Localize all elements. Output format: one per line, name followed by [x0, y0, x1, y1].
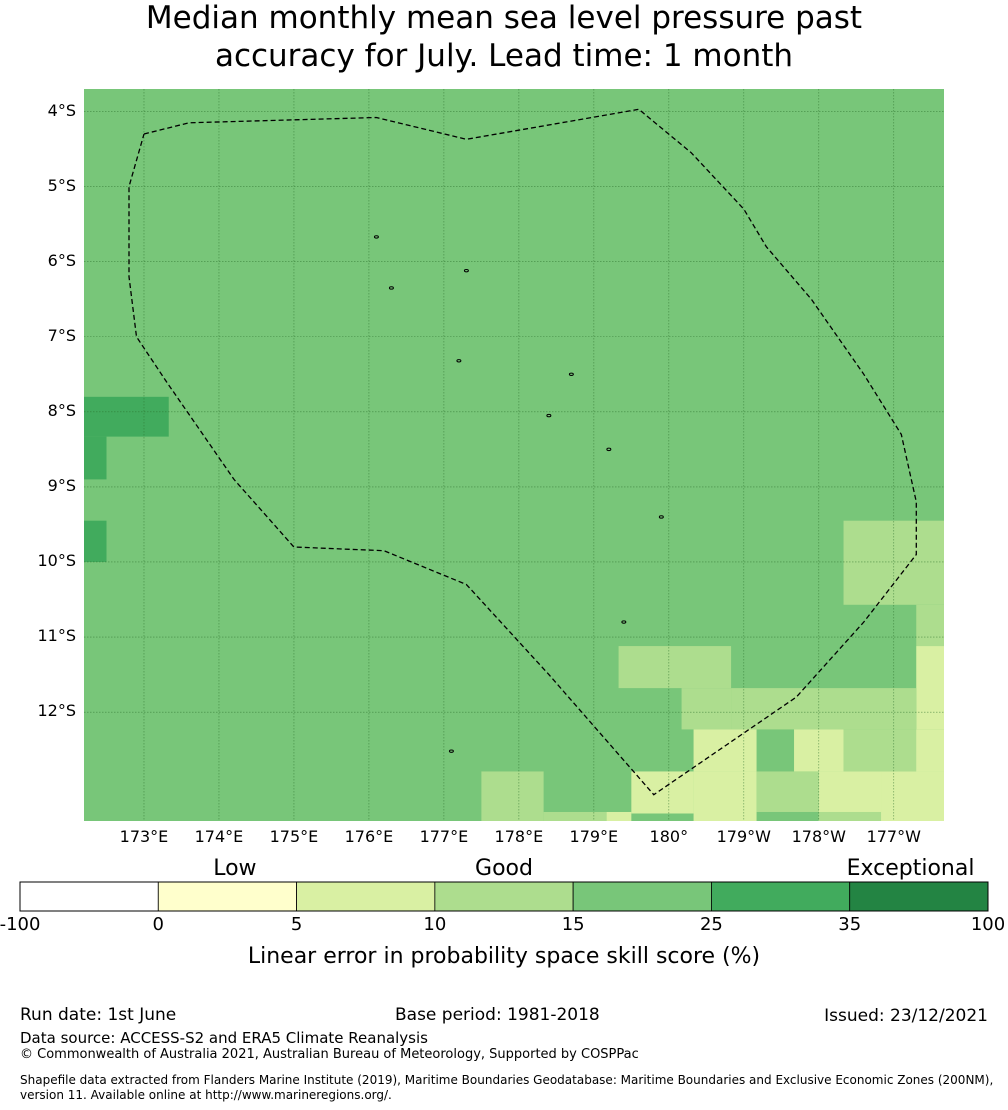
island [456, 359, 462, 363]
grid-cell [916, 604, 944, 647]
colorbar-category-label: Exceptional [846, 856, 975, 881]
eez-boundary-line [128, 108, 917, 796]
island [463, 268, 469, 273]
grid-cell [693, 771, 757, 821]
colorbar-bin [296, 881, 436, 912]
island [606, 447, 612, 452]
longitude-label: 177°E [419, 827, 469, 846]
island [448, 749, 454, 753]
colorbar-bin [19, 881, 159, 912]
latitude-label: 7°S [47, 325, 76, 345]
grid-cell [481, 771, 544, 821]
latitude-label: 12°S [37, 701, 76, 721]
data-source: Data source: ACCESS-S2 and ERA5 Climate … [20, 1029, 428, 1047]
grid-cell [606, 811, 632, 821]
base-period: Base period: 1981-2018 [395, 1005, 600, 1025]
colorbar-bin [849, 881, 989, 912]
run-date: Run date: 1st June [20, 1005, 177, 1025]
colorbar-category-label: Low [213, 856, 257, 881]
map-title-line-1: Median monthly mean sea level pressure p… [145, 0, 863, 36]
longitude-label: 178°E [494, 827, 544, 846]
latitude-label: 9°S [47, 475, 76, 495]
longitude-label: 178°W [791, 827, 846, 846]
map-title-line-2: accuracy for July. Lead time: 1 month [214, 38, 794, 74]
eez-boundary [128, 108, 917, 796]
grid-cell [693, 729, 757, 772]
colorbar [19, 881, 989, 912]
grid-cell [543, 811, 607, 821]
grid-cell [681, 688, 732, 730]
latitude-label: 5°S [47, 175, 76, 195]
skill-score-grid [84, 89, 944, 821]
island [388, 286, 394, 290]
grid-cell [84, 396, 169, 437]
latitude-label: 10°S [37, 550, 76, 570]
shapefile-credit-line-2: version 11. Available online at http://w… [20, 1088, 392, 1102]
grid-cell [84, 436, 107, 480]
colorbar-tick-label: 35 [838, 914, 862, 935]
latitude-label: 6°S [47, 250, 76, 270]
grid-cell [916, 729, 944, 772]
longitude-label: 175°E [269, 827, 319, 846]
colorbar-tick-label: 5 [290, 914, 303, 935]
island [373, 235, 379, 239]
colorbar-bin [572, 881, 712, 912]
latitude-label: 8°S [47, 400, 76, 420]
grid-cell [916, 646, 944, 730]
island [568, 372, 574, 376]
island [621, 620, 627, 624]
grid-cell [818, 811, 882, 821]
latitude-label: 11°S [37, 626, 76, 646]
longitude-label: 173°E [119, 827, 169, 846]
colorbar-bin [434, 881, 574, 912]
colorbar-title: Linear error in probability space skill … [247, 944, 761, 969]
colorbar-tick-label: -100 [0, 914, 41, 935]
colorbar-category-label: Good [475, 856, 533, 881]
issued-date: Issued: 23/12/2021 [824, 1006, 988, 1026]
longitude-label: 179°E [569, 827, 619, 846]
latitude-label: 4°S [47, 100, 76, 120]
longitude-label: 176°E [344, 827, 394, 846]
island-outlines [373, 235, 664, 753]
longitude-label: 174°E [194, 827, 244, 846]
longitude-label: 177°W [866, 827, 921, 846]
colorbar-bin [711, 881, 851, 912]
shapefile-credit-line-1: Shapefile data extracted from Flanders M… [20, 1073, 994, 1087]
longitude-label: 180° [649, 827, 689, 846]
island [546, 413, 552, 418]
grid-cell [731, 688, 917, 730]
grid-cell [756, 771, 819, 812]
colorbar-frame [19, 881, 989, 912]
colorbar-bin [157, 881, 297, 912]
colorbar-tick-label: 0 [152, 914, 165, 935]
grid-cell [881, 771, 944, 821]
longitude-label: 179°W [716, 827, 771, 846]
colorbar-tick-label: 15 [561, 914, 585, 935]
colorbar-tick-label: 25 [699, 914, 723, 935]
colorbar-tick-label: 100 [970, 914, 1006, 935]
grid-cell [84, 520, 107, 562]
graticule [84, 89, 944, 821]
copyright-notice: © Commonwealth of Australia 2021, Austra… [20, 1047, 639, 1062]
colorbar-tick-label: 10 [423, 914, 447, 935]
grid-cell [618, 646, 732, 689]
grid-cell [631, 771, 694, 814]
island [658, 515, 664, 519]
